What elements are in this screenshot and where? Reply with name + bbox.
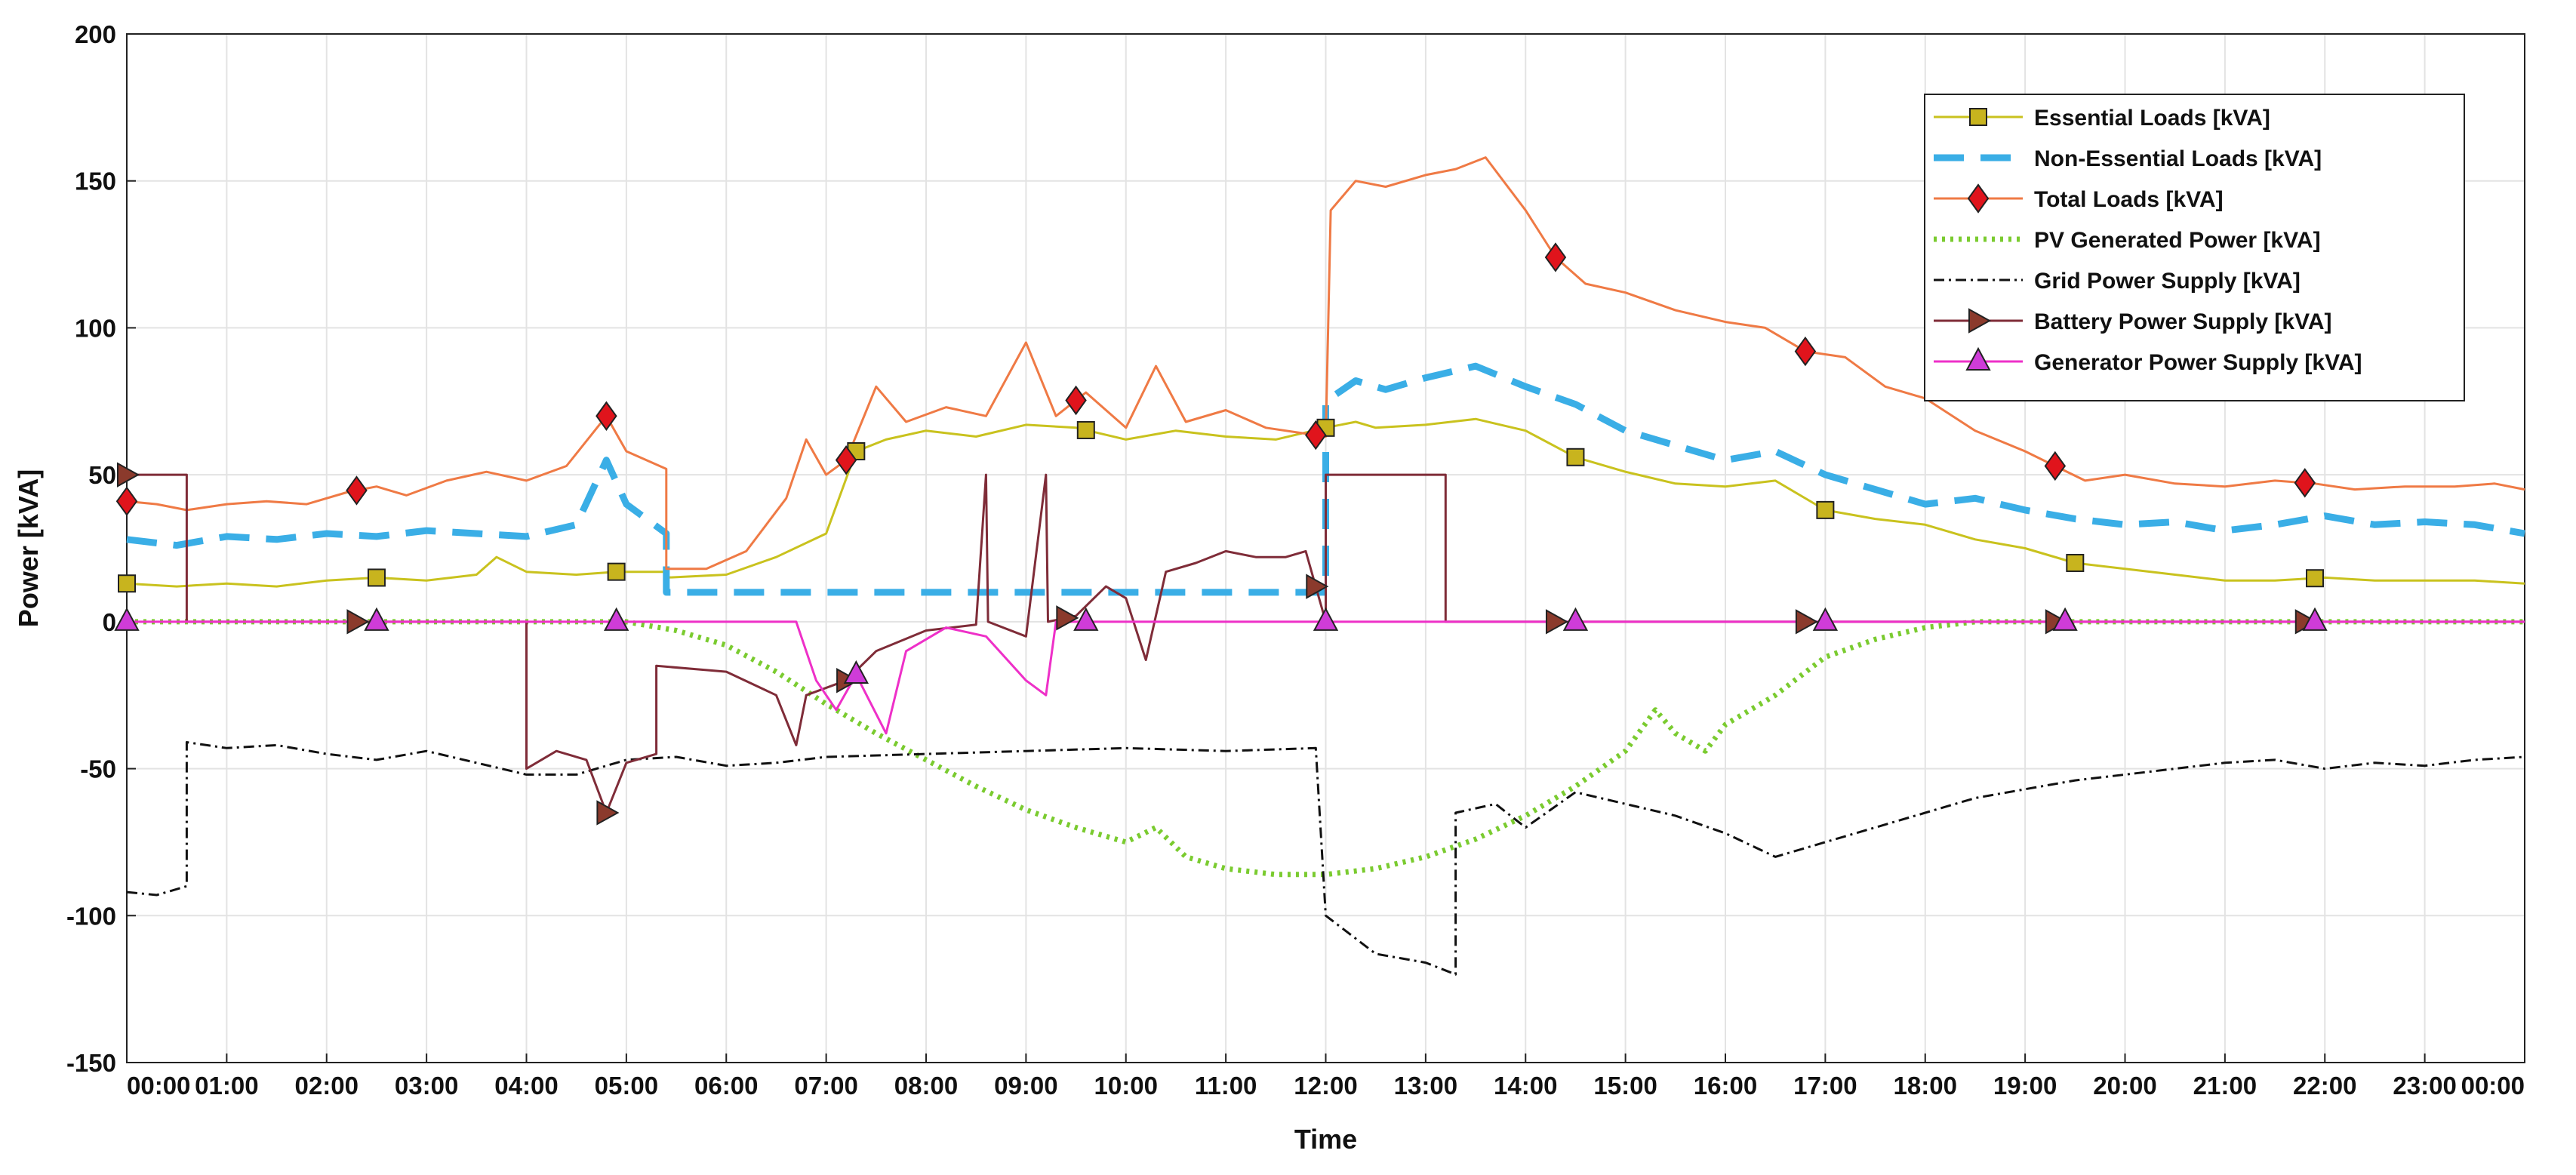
x-tick-label: 18:00 [1894, 1072, 1957, 1100]
y-axis-ticks: -150 -100 -50 0 50 100 150 200 [66, 20, 136, 1077]
x-tick-label: 05:00 [595, 1072, 658, 1100]
series-marker [1313, 607, 1339, 631]
series-marker [1306, 574, 1329, 599]
x-tick-label: 11:00 [1195, 1072, 1257, 1100]
x-axis-ticks: 00:00 01:00 02:00 03:00 04:00 05:00 06:00 07:00… [126, 1054, 2525, 1100]
series-marker [346, 475, 368, 506]
x-tick-label: 21:00 [2193, 1072, 2257, 1100]
legend: Essential Loads [kVA] Non-Essential Loads… [1924, 94, 2465, 401]
x-tick-label: 00:00 [2461, 1072, 2525, 1100]
legend-entry: Non-Essential Loads [kVA] [2034, 146, 2322, 171]
legend-marker [1968, 308, 1992, 334]
x-tick-label: 23:00 [2393, 1072, 2456, 1100]
x-tick-label: 02:00 [295, 1072, 359, 1100]
legend-entry: Grid Power Supply [kVA] [2034, 269, 2301, 294]
series-marker [1566, 448, 1585, 466]
series-marker [1816, 500, 1835, 519]
y-tick-label: 50 [88, 461, 116, 489]
legend-marker [1965, 346, 1991, 371]
legend-box [1924, 94, 2465, 401]
legend-entry: Battery Power Supply [kVA] [2034, 309, 2332, 334]
marker-layer [114, 242, 2328, 826]
series-marker [1812, 607, 1839, 631]
y-tick-label: -100 [66, 902, 116, 930]
x-tick-label: 09:00 [994, 1072, 1057, 1100]
y-tick-label: 150 [75, 168, 116, 195]
series-marker [114, 607, 140, 631]
legend-entry: Generator Power Supply [kVA] [2034, 350, 2362, 375]
series-marker [1794, 336, 1817, 367]
series-marker [1795, 609, 1818, 635]
series-marker [364, 607, 389, 631]
series-marker [367, 568, 386, 587]
x-tick-label: 06:00 [694, 1072, 758, 1100]
series-marker [346, 609, 370, 635]
legend-entry: Total Loads [kVA] [2034, 187, 2224, 212]
series-marker [2044, 451, 2067, 481]
legend-entry: PV Generated Power [kVA] [2034, 228, 2321, 253]
series-marker [607, 562, 626, 581]
x-tick-label: 07:00 [794, 1072, 857, 1100]
series-marker [2302, 607, 2328, 631]
x-tick-label: 13:00 [1394, 1072, 1457, 1100]
series-marker [843, 660, 869, 684]
series-marker [2294, 468, 2316, 498]
series-line [126, 417, 2525, 588]
x-tick-label: 20:00 [2093, 1072, 2156, 1100]
series-marker [117, 462, 140, 488]
x-tick-label: 08:00 [894, 1072, 958, 1100]
series-marker [1056, 605, 1079, 631]
y-tick-label: 0 [103, 608, 116, 636]
series-marker [1076, 420, 1095, 439]
x-tick-label: 16:00 [1694, 1072, 1757, 1100]
x-tick-label: 01:00 [195, 1072, 258, 1100]
series-marker [2306, 569, 2325, 588]
x-axis-title: Time [1294, 1124, 1357, 1155]
series-line [127, 620, 2525, 735]
x-tick-label: 19:00 [1993, 1072, 2057, 1100]
series-marker [1073, 607, 1099, 631]
x-tick-label: 22:00 [2293, 1072, 2356, 1100]
y-tick-label: -150 [66, 1049, 116, 1077]
legend-marker [1967, 183, 1990, 214]
y-tick-label: 100 [75, 314, 116, 342]
x-tick-label: 17:00 [1793, 1072, 1857, 1100]
y-tick-label: 200 [75, 20, 116, 48]
series-marker [1562, 607, 1589, 631]
y-tick-label: -50 [80, 755, 116, 783]
series-line [127, 473, 2525, 814]
legend-marker [1969, 108, 1987, 126]
x-tick-label: 00:00 [127, 1072, 190, 1100]
series-marker [835, 444, 857, 475]
x-tick-label: 04:00 [494, 1072, 558, 1100]
series-marker [596, 800, 620, 826]
x-tick-label: 15:00 [1593, 1072, 1657, 1100]
x-tick-label: 14:00 [1494, 1072, 1557, 1100]
x-tick-label: 10:00 [1094, 1072, 1158, 1100]
series-marker [1065, 385, 1087, 416]
x-tick-label: 12:00 [1294, 1072, 1357, 1100]
series-marker [2052, 607, 2078, 631]
series-marker [1544, 242, 1567, 272]
x-tick-label: 03:00 [395, 1072, 458, 1100]
series-marker [2066, 553, 2085, 572]
y-axis-title: Power [kVA] [13, 469, 44, 627]
series-marker [118, 574, 136, 593]
series-line [126, 362, 2525, 596]
legend-entry: Essential Loads [kVA] [2034, 106, 2270, 131]
series-line [126, 741, 2525, 976]
series-marker [596, 401, 617, 431]
series-marker [1305, 420, 1327, 451]
series-marker [603, 607, 629, 631]
series-marker [1545, 609, 1569, 635]
series-marker [115, 486, 138, 516]
